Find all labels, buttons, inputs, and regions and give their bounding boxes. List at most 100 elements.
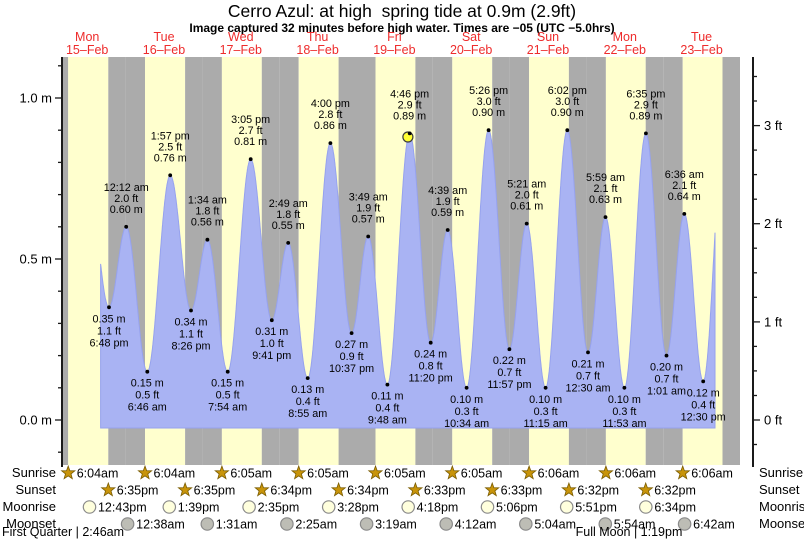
- moonrise-time-label: 5:06pm: [496, 501, 538, 515]
- sunset-time-label: 6:35pm: [117, 484, 159, 498]
- sunset-time-label: 6:33pm: [501, 484, 543, 498]
- high-tide-annotation: 0.57 m: [352, 213, 385, 225]
- sunrise-icon: [674, 464, 691, 480]
- sunset-icon: [407, 481, 424, 497]
- sunrise-time-label: 6:05am: [230, 467, 272, 481]
- high-tide-annotation: 0.59 m: [431, 207, 464, 219]
- tide-extreme-dot: [305, 376, 310, 380]
- right-axis-tick-label: 1 ft: [764, 314, 782, 329]
- sunset-row-label-left: Sunset: [15, 482, 56, 497]
- tide-extreme-dot: [524, 221, 529, 226]
- low-tide-annotation: 0.31 m: [255, 326, 288, 338]
- high-tide-annotation: 0.81 m: [234, 136, 267, 148]
- sunrise-row-label-right: Sunrise: [759, 465, 804, 480]
- low-tide-annotation: 0.15 m: [131, 378, 164, 390]
- tide-extreme-dot: [701, 379, 706, 384]
- low-tide-annotation: 0.7 ft: [576, 370, 600, 382]
- high-tide-annotation: 0.76 m: [154, 152, 187, 164]
- sunrise-icon: [598, 464, 614, 480]
- left-axis-tick-label: 0.5 m: [19, 252, 52, 267]
- high-tide-annotation: 2:49 am: [269, 198, 308, 210]
- sunset-time-label: 6:33pm: [424, 484, 466, 498]
- high-tide-annotation: 0.61 m: [510, 201, 543, 213]
- high-tide-annotation: 6:35 pm: [626, 88, 665, 100]
- low-tide-annotation: 0.15 m: [211, 378, 244, 390]
- high-tide-annotation: 2.9 ft: [398, 99, 422, 111]
- high-tide-annotation: 3.0 ft: [477, 96, 501, 108]
- low-tide-annotation: 10:34 am: [444, 418, 489, 430]
- low-tide-annotation: 10:37 pm: [329, 363, 374, 375]
- high-tide-annotation: 2.5 ft: [158, 141, 182, 153]
- right-axis-tick-label: 0 ft: [764, 413, 782, 428]
- sunset-icon: [561, 481, 577, 497]
- day-date-label: 20–Feb: [450, 43, 492, 57]
- moonset-time-label: 4:12am: [455, 518, 497, 532]
- night-band: [62, 57, 69, 465]
- low-tide-annotation: 0.5 ft: [216, 390, 240, 402]
- high-tide-annotation: 4:00 pm: [311, 98, 350, 110]
- tide-extreme-dot: [543, 385, 548, 390]
- high-tide-annotation: 3:05 pm: [231, 114, 270, 126]
- sunrise-time-label: 6:06am: [691, 467, 733, 481]
- moonset-time-label: 5:54am: [614, 518, 656, 532]
- high-tide-annotation: 2.0 ft: [515, 190, 539, 202]
- day-date-label: 21–Feb: [527, 43, 569, 57]
- moonrise-time-label: 5:51pm: [575, 501, 617, 515]
- tide-extreme-dot: [486, 128, 491, 133]
- tide-extreme-dot: [445, 228, 450, 232]
- moonset-time-label: 6:42am: [693, 518, 735, 532]
- low-tide-annotation: 12:30 am: [565, 382, 610, 394]
- date-labels-layer: Mon15–FebTue16–FebWed17–FebThu18–FebFri1…: [66, 30, 723, 57]
- high-tide-annotation: 0.63 m: [589, 194, 622, 206]
- sunset-icon: [254, 481, 270, 497]
- high-tide-annotation: 6:02 pm: [548, 85, 587, 97]
- low-tide-annotation: 11:20 pm: [409, 373, 453, 385]
- low-tide-annotation: 0.8 ft: [419, 361, 443, 373]
- moonrise-time-label: 3:28pm: [337, 501, 379, 515]
- moonrise-icon: [638, 500, 653, 514]
- moonset-row-label-right: Moonset: [759, 516, 804, 531]
- high-tide-annotation: 1.9 ft: [436, 196, 460, 208]
- tide-extreme-dot: [428, 340, 433, 345]
- low-tide-annotation: 12:30 pm: [681, 411, 726, 423]
- low-tide-annotation: 1.1 ft: [179, 329, 203, 341]
- night-band: [722, 57, 740, 465]
- day-date-label: 23–Feb: [680, 43, 722, 57]
- sunrise-time-label: 6:04am: [154, 467, 196, 481]
- moonrise-icon: [559, 500, 574, 514]
- low-tide-annotation: 0.5 ft: [135, 390, 159, 402]
- day-weekday-label: Sat: [462, 30, 481, 44]
- high-tide-annotation: 0.64 m: [668, 191, 701, 203]
- moonrise-time-label: 6:34pm: [654, 501, 696, 515]
- tide-extreme-dot: [507, 347, 512, 352]
- low-tide-annotation: 8:26 pm: [171, 341, 210, 353]
- sunrise-time-label: 6:06am: [538, 467, 580, 481]
- chart-subtitle: Image captured 32 minutes before high wa…: [189, 21, 615, 35]
- sunrise-icon: [367, 464, 384, 480]
- low-tide-annotation: 11:15 am: [523, 418, 567, 430]
- low-tide-annotation: 0.20 m: [650, 362, 683, 374]
- tide-extreme-dot: [664, 353, 669, 358]
- tide-extreme-dot: [682, 212, 687, 216]
- sunset-time-label: 6:34pm: [270, 484, 312, 498]
- tide-extreme-dot: [407, 131, 412, 136]
- low-tide-annotation: 0.35 m: [92, 313, 125, 325]
- sunset-icon: [484, 481, 500, 497]
- tide-extreme-dot: [565, 128, 570, 133]
- low-tide-annotation: 6:46 am: [128, 402, 167, 414]
- low-tide-annotation: 9:41 pm: [252, 350, 291, 362]
- high-tide-annotation: 0.60 m: [110, 204, 143, 216]
- high-tide-annotation: 0.55 m: [272, 220, 305, 232]
- sunset-time-label: 6:35pm: [194, 484, 236, 498]
- sunrise-icon: [444, 464, 461, 480]
- sunset-icon: [330, 481, 347, 497]
- day-weekday-label: Wed: [228, 30, 254, 44]
- left-axis-tick-label: 0.0 m: [19, 413, 52, 428]
- low-tide-annotation: 0.10 m: [529, 394, 562, 406]
- moonrise-time-label: 2:35pm: [258, 501, 300, 515]
- low-tide-annotation: 8:55 am: [288, 408, 327, 420]
- moonset-icon: [200, 517, 215, 531]
- tide-extreme-dot: [286, 241, 291, 245]
- tide-extreme-dot: [205, 237, 210, 242]
